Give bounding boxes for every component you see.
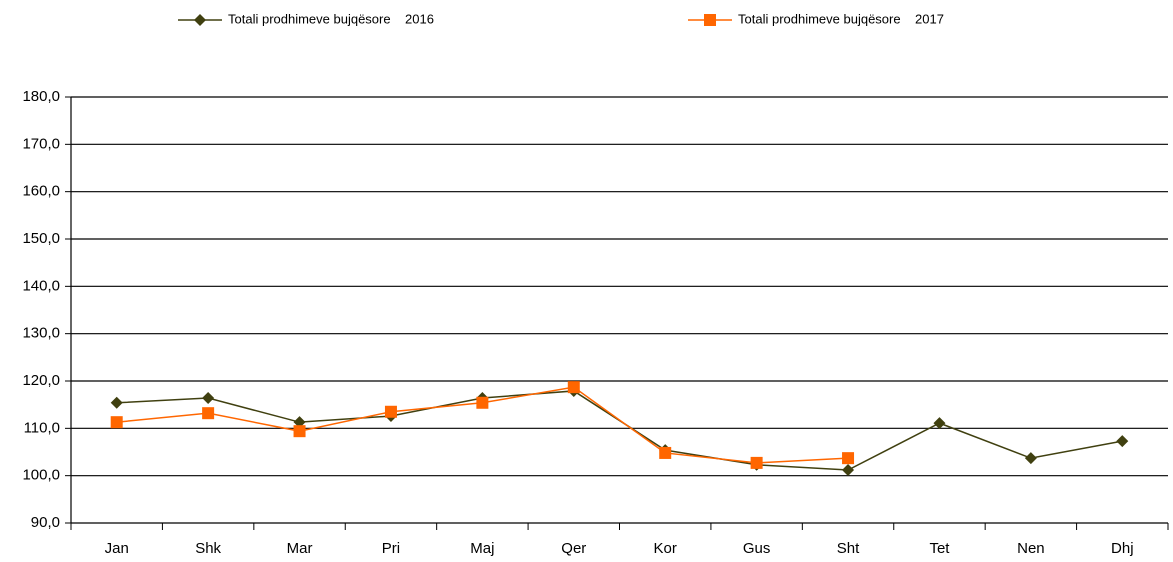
y-tick-label: 180,0	[22, 88, 60, 105]
y-tick-label: 140,0	[22, 277, 60, 294]
x-tick-label: Maj	[470, 540, 494, 557]
x-tick-label: Pri	[382, 540, 400, 557]
point	[659, 446, 672, 459]
x-tick-label: Kor	[654, 540, 677, 557]
x-tick-label: Shk	[195, 540, 221, 557]
point	[293, 425, 306, 438]
point	[933, 417, 946, 430]
x-tick-label: Nen	[1017, 540, 1045, 557]
point	[110, 396, 123, 409]
point	[842, 452, 855, 465]
point	[476, 396, 489, 409]
point	[202, 407, 215, 420]
x-tick-label: Qer	[561, 540, 586, 557]
x-tick-label: Dhj	[1111, 540, 1134, 557]
point	[384, 405, 397, 418]
legend-marker	[704, 14, 716, 26]
y-tick-label: 170,0	[22, 135, 60, 152]
point	[750, 456, 763, 469]
point	[567, 381, 580, 394]
y-tick-label: 120,0	[22, 372, 60, 389]
legend-label: Totali prodhimeve bujqësore 2016	[228, 11, 434, 26]
x-tick-label: Sht	[837, 540, 860, 557]
y-tick-label: 150,0	[22, 230, 60, 247]
y-tick-label: 90,0	[31, 514, 60, 531]
y-tick-label: 100,0	[22, 467, 60, 484]
y-tick-label: 160,0	[22, 183, 60, 200]
legend-label: Totali prodhimeve bujqësore 2017	[738, 11, 944, 26]
point	[202, 392, 215, 405]
x-tick-label: Jan	[105, 540, 129, 557]
y-tick-label: 130,0	[22, 325, 60, 342]
legend-marker	[194, 14, 206, 26]
series-line	[116, 390, 1123, 471]
x-tick-label: Tet	[929, 540, 950, 557]
point	[1024, 452, 1037, 465]
x-tick-label: Mar	[287, 540, 313, 557]
point	[1116, 435, 1129, 448]
y-tick-label: 110,0	[24, 419, 60, 436]
point	[110, 416, 123, 429]
point	[842, 463, 855, 476]
x-tick-label: Gus	[743, 540, 771, 557]
